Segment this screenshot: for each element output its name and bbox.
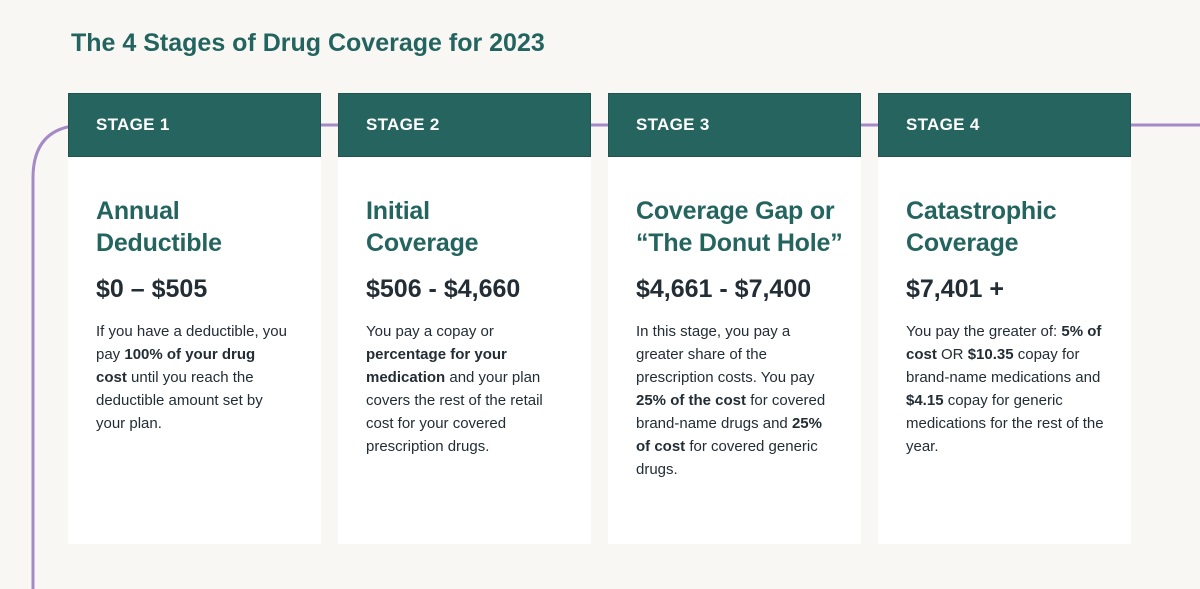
stage-cost-range: $7,401 + (906, 275, 1005, 303)
stage-header: STAGE 2 (338, 93, 591, 157)
stage-title-line: “The Donut Hole” (636, 229, 843, 257)
stage-cost-range: $4,661 - $7,400 (636, 275, 812, 303)
stage-title-line: Annual (96, 197, 180, 225)
stage-label: STAGE 4 (906, 115, 980, 134)
stage-title-line: Coverage Gap or (636, 197, 835, 225)
stage-card-4: STAGE 4 Catastrophic Coverage $7,401 + Y… (878, 93, 1131, 544)
stage-description: You pay a copay or percentage for your m… (366, 323, 543, 455)
stage-title-line: Coverage (906, 229, 1019, 257)
stage-header: STAGE 3 (608, 93, 861, 157)
stage-header: STAGE 4 (878, 93, 1131, 157)
stage-title-line: Initial (366, 197, 430, 225)
stage-label: STAGE 1 (96, 115, 170, 134)
stage-title: Annual Deductible (96, 195, 303, 259)
stage-header: STAGE 1 (68, 93, 321, 157)
stage-title-line: Catastrophic (906, 197, 1057, 225)
stage-description: If you have a deductible, you pay 100% o… (96, 323, 287, 432)
stage-description: You pay the greater of: 5% of cost OR $1… (906, 323, 1104, 455)
stage-title: Catastrophic Coverage (906, 195, 1113, 259)
stage-card-1: STAGE 1 Annual Deductible $0 – $505 If y… (68, 93, 321, 544)
stage-card-2: STAGE 2 Initial Coverage $506 - $4,660 Y… (338, 93, 591, 544)
stage-title-line: Coverage (366, 229, 479, 257)
stage-label: STAGE 2 (366, 115, 440, 134)
stage-card-3: STAGE 3 Coverage Gap or “The Donut Hole”… (608, 93, 861, 544)
stage-title: Initial Coverage (366, 195, 573, 259)
page-title: The 4 Stages of Drug Coverage for 2023 (71, 29, 545, 57)
stage-title-line: Deductible (96, 229, 222, 257)
stage-label: STAGE 3 (636, 115, 710, 134)
stage-description: In this stage, you pay a greater share o… (636, 323, 826, 478)
stage-cost-range: $0 – $505 (96, 275, 208, 303)
stage-title: Coverage Gap or “The Donut Hole” (636, 195, 843, 259)
stage-cost-range: $506 - $4,660 (366, 275, 521, 303)
